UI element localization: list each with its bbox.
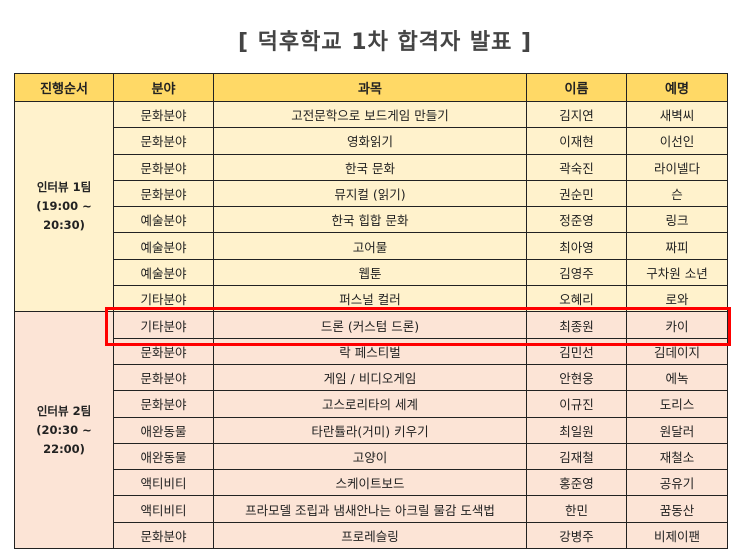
category-cell: 문화분야 bbox=[113, 153, 214, 181]
nickname-cell: 에녹 bbox=[626, 363, 728, 392]
table-row: 문화분야 락 페스티벌 김민선 김데이지 bbox=[15, 337, 728, 365]
subject-cell: 드론 (커스텀 드론) bbox=[213, 311, 527, 339]
subject-cell: 게임 / 비디오게임 bbox=[213, 363, 527, 392]
name-cell: 곽숙진 bbox=[526, 153, 627, 181]
table-row: 인터뷰 2팀 (20:30 ~ 22:00) 기타분야 드론 (커스텀 드론) 최종원… bbox=[14, 311, 728, 550]
nickname-cell: 이선인 bbox=[626, 127, 728, 155]
name-cell: 김영주 bbox=[526, 258, 627, 287]
category-cell: 문화분야 bbox=[113, 363, 214, 392]
subject-cell: 프라모델 조립과 냄새안나는 아크릴 물감 도색법 bbox=[213, 495, 527, 523]
subject-cell: 뮤지컬 (읽기) bbox=[213, 179, 527, 208]
subject-cell: 락 페스티벌 bbox=[213, 337, 527, 365]
nickname-cell: 꿈동산 bbox=[626, 495, 728, 523]
name-cell: 김지연 bbox=[526, 100, 627, 129]
column-header: 진행순서 bbox=[14, 73, 114, 102]
table-row: 문화분야 프로레슬링 강병주 비제이팬 bbox=[15, 521, 728, 550]
category-cell: 문화분야 bbox=[113, 127, 214, 155]
table-row: 액티비티 스케이트보드 홍준영 공유기 bbox=[15, 469, 728, 497]
category-cell: 문화분야 bbox=[113, 521, 214, 550]
category-cell: 애완동물 bbox=[113, 416, 214, 444]
nickname-cell: 카이 bbox=[626, 311, 728, 339]
table-row: 애완동물 타란튤라(거미) 키우기 최일원 원달러 bbox=[15, 416, 728, 444]
category-cell: 예술분야 bbox=[113, 232, 214, 260]
name-cell: 홍준영 bbox=[526, 469, 627, 497]
nickname-cell: 짜피 bbox=[626, 232, 728, 260]
subject-cell: 한국 문화 bbox=[213, 153, 527, 181]
name-cell: 안현웅 bbox=[526, 363, 627, 392]
page-title: [ 덕후학교 1차 합격자 발표 ] bbox=[237, 30, 533, 55]
table-row: 예술분야 웹툰 김영주 구차원 소년 bbox=[15, 258, 728, 287]
nickname-cell: 재철소 bbox=[626, 442, 728, 471]
table-row: 애완동물 고양이 김재철 재철소 bbox=[15, 442, 728, 471]
subject-cell: 고전문학으로 보드게임 만들기 bbox=[213, 100, 527, 129]
nickname-cell: 구차원 소년 bbox=[626, 258, 728, 287]
column-header: 예명 bbox=[626, 73, 728, 102]
name-cell: 정준영 bbox=[526, 206, 627, 234]
table-row: 문화분야 고스로리타의 세계 이규진 도리스 bbox=[15, 390, 728, 418]
header-row: 진행순서 분야 과목 이름 예명 bbox=[14, 73, 728, 102]
category-cell: 기타분야 bbox=[113, 311, 214, 339]
column-header: 과목 bbox=[213, 73, 527, 102]
name-cell: 최종원 bbox=[526, 311, 627, 339]
highlight-box bbox=[105, 307, 731, 346]
name-cell: 최아영 bbox=[526, 232, 627, 260]
category-cell: 액티비티 bbox=[113, 495, 214, 523]
subject-cell: 고스로리타의 세계 bbox=[213, 390, 527, 418]
subject-cell: 한국 힙합 문화 bbox=[213, 206, 527, 234]
table-row: 예술분야 한국 힙합 문화 정준영 링크 bbox=[15, 206, 728, 234]
table-row: 문화분야 게임 / 비디오게임 안현웅 에녹 bbox=[15, 363, 728, 392]
nickname-cell: 라이넬다 bbox=[626, 153, 728, 181]
name-cell: 권순민 bbox=[526, 179, 627, 208]
category-cell: 문화분야 bbox=[113, 100, 214, 129]
table-row: 예술분야 고어물 최아영 짜피 bbox=[15, 232, 728, 260]
category-cell: 문화분야 bbox=[113, 390, 214, 418]
nickname-cell: 공유기 bbox=[626, 469, 728, 497]
category-cell: 액티비티 bbox=[113, 469, 214, 497]
category-cell: 예술분야 bbox=[113, 206, 214, 234]
nickname-cell: 슨 bbox=[626, 179, 728, 208]
group-label: 인터뷰 2팀 (20:30 ~ 22:00) bbox=[14, 311, 114, 550]
name-cell: 이규진 bbox=[526, 390, 627, 418]
name-cell: 최일원 bbox=[526, 416, 627, 444]
table-row: 인터뷰 1팀 (19:00 ~ 20:30) 문화분야 고전문학으로 보드게임 만들… bbox=[14, 100, 728, 313]
category-cell: 애완동물 bbox=[113, 442, 214, 471]
subject-cell: 스케이트보드 bbox=[213, 469, 527, 497]
table-row: 문화분야 영화읽기 이재현 이선인 bbox=[15, 127, 728, 155]
nickname-cell: 새벽씨 bbox=[626, 100, 728, 129]
subject-cell: 영화읽기 bbox=[213, 127, 527, 155]
category-cell: 예술분야 bbox=[113, 258, 214, 287]
name-cell: 한민 bbox=[526, 495, 627, 523]
table-row: 액티비티 프라모델 조립과 냄새안나는 아크릴 물감 도색법 한민 꿈동산 bbox=[15, 495, 728, 523]
category-cell: 문화분야 bbox=[113, 337, 214, 365]
nickname-cell: 도리스 bbox=[626, 390, 728, 418]
subject-cell: 고어물 bbox=[213, 232, 527, 260]
nickname-cell: 링크 bbox=[626, 206, 728, 234]
name-cell: 김재철 bbox=[526, 442, 627, 471]
name-cell: 이재현 bbox=[526, 127, 627, 155]
category-cell: 문화분야 bbox=[113, 179, 214, 208]
subject-cell: 웹툰 bbox=[213, 258, 527, 287]
group-label: 인터뷰 1팀 (19:00 ~ 20:30) bbox=[14, 100, 114, 313]
results-table: 진행순서 분야 과목 이름 예명 인터뷰 1팀 (19:00 ~ 20:30) 문화분야 고… bbox=[14, 73, 728, 550]
table-row: 문화분야 뮤지컬 (읽기) 권순민 슨 bbox=[15, 179, 728, 208]
column-header: 이름 bbox=[526, 73, 627, 102]
subject-cell: 프로레슬링 bbox=[213, 521, 527, 550]
subject-cell: 고양이 bbox=[213, 442, 527, 471]
column-header: 분야 bbox=[113, 73, 214, 102]
table-row: 문화분야 한국 문화 곽숙진 라이넬다 bbox=[15, 153, 728, 181]
nickname-cell: 원달러 bbox=[626, 416, 728, 444]
subject-cell: 타란튤라(거미) 키우기 bbox=[213, 416, 527, 444]
name-cell: 강병주 bbox=[526, 521, 627, 550]
nickname-cell: 비제이팬 bbox=[626, 521, 728, 550]
